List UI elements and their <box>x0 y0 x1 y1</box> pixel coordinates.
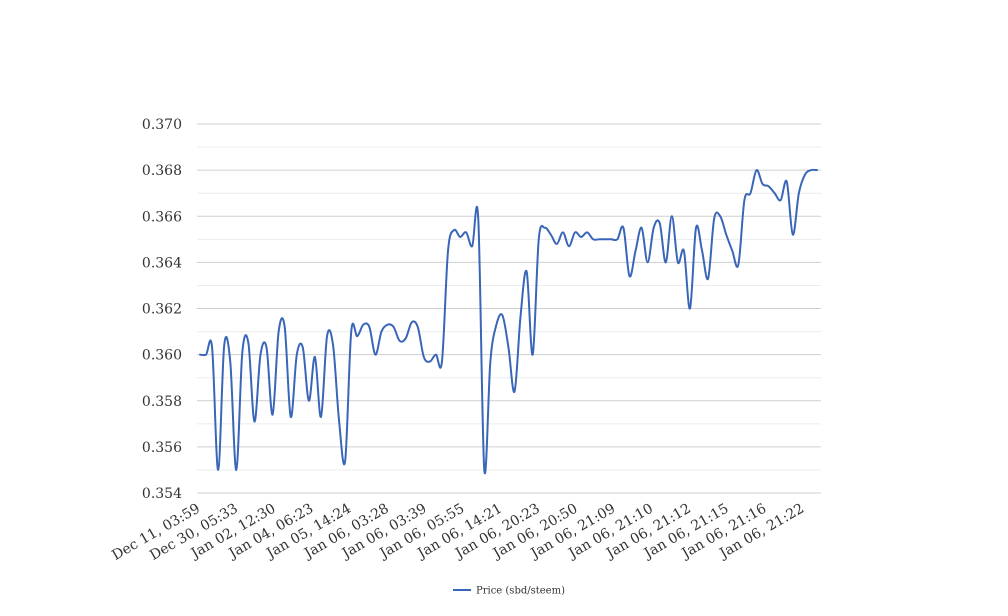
legend-label: Price (sbd/steem) <box>476 586 565 597</box>
y-axis-ticks: 0.354 0.356 0.358 0.360 0.362 0.364 0.366 0.368… <box>142 117 182 502</box>
y-tick-label: 0.362 <box>142 302 182 318</box>
y-tick-label: 0.366 <box>142 209 182 225</box>
y-tick-label: 0.360 <box>142 348 182 364</box>
series-line-price <box>199 168 818 475</box>
y-tick-label: 0.370 <box>142 117 182 133</box>
legend: Price (sbd/steem) <box>453 586 565 597</box>
series-layer <box>199 168 818 475</box>
y-tick-label: 0.356 <box>142 440 182 456</box>
y-tick-label: 0.368 <box>142 163 182 179</box>
y-tick-label: 0.354 <box>142 486 182 502</box>
grid-lines <box>197 123 821 494</box>
y-tick-label: 0.358 <box>142 394 182 410</box>
y-tick-label: 0.364 <box>142 255 182 271</box>
